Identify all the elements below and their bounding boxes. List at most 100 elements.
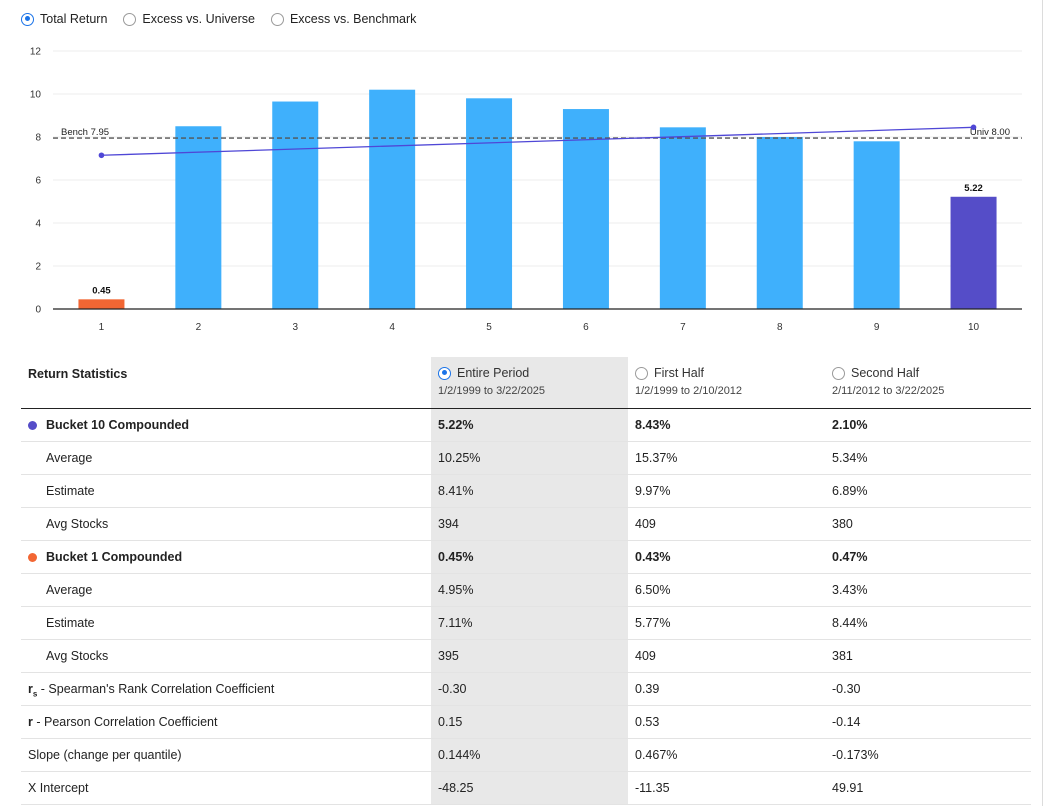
value-cell: -48.25 (431, 772, 628, 804)
row-label-cell: X Intercept (21, 772, 431, 804)
coefficient-symbol-text: r (28, 715, 33, 729)
y-tick-label: 8 (35, 133, 41, 144)
row-label: Slope (change per quantile) (28, 748, 182, 762)
value-cell: 0.53 (635, 715, 660, 729)
radio-icon[interactable] (270, 12, 284, 26)
bar-bucket-6[interactable] (562, 109, 609, 309)
y-tick-label: 6 (35, 176, 41, 187)
value-cell: 380 (832, 517, 853, 531)
value-cell: -11.35 (635, 781, 670, 795)
row-label-cell: rs - Spearman's Rank Correlation Coeffic… (21, 673, 431, 705)
row-label: X Intercept (28, 781, 89, 795)
x-tick-label: 3 (292, 322, 298, 333)
row-label-cell: Avg Stocks (21, 640, 431, 672)
y-tick-label: 10 (30, 90, 42, 101)
value-cell: 8.41% (431, 475, 628, 507)
stats-row: Slope (change per quantile) 0.144% 0.467% -… (21, 739, 1031, 772)
row-label: Bucket 10 Compounded (46, 418, 190, 432)
row-label-cell: Bucket 1 Compounded (21, 541, 431, 573)
x-tick-label: 10 (968, 322, 980, 333)
radio-icon[interactable] (832, 366, 845, 380)
bar-bucket-10[interactable] (950, 196, 997, 309)
return-statistics-table: Return Statistics Entire Period 1/2/1999 … (21, 357, 1031, 805)
trend-line (101, 126, 974, 156)
value-cell: 2.10% (832, 418, 868, 432)
universe-label: Univ 8.00 (970, 127, 1010, 138)
view-option-label: Excess vs. Universe (142, 12, 255, 26)
period-column-1[interactable]: Entire Period 1/2/1999 to 3/22/2025 (431, 357, 628, 408)
coefficient-symbol-text: r (28, 682, 33, 696)
period-option[interactable]: Entire Period (438, 366, 628, 380)
bar-bucket-8[interactable] (756, 137, 803, 309)
right-border (1042, 0, 1043, 806)
view-options: Total Return Excess vs. Universe Excess vs… (21, 10, 432, 28)
view-option-label: Total Return (40, 12, 108, 26)
row-label: Avg Stocks (46, 649, 109, 663)
radio-icon[interactable] (635, 366, 648, 380)
view-option-1[interactable]: Total Return (21, 12, 107, 26)
radio-icon[interactable] (123, 12, 137, 26)
value-cell: 15.37% (635, 451, 678, 465)
row-label-cell: Slope (change per quantile) (21, 739, 431, 771)
value-cell: 0.45% (431, 541, 628, 573)
value-cell: 5.77% (635, 616, 671, 630)
row-label-cell: Bucket 10 Compounded (21, 409, 431, 441)
period-range: 1/2/1999 to 2/10/2012 (635, 385, 743, 397)
x-tick-label: 4 (389, 322, 395, 333)
y-tick-label: 2 (35, 262, 41, 273)
stats-row: Bucket 10 Compounded 5.22% 8.43% 2.10% (21, 409, 1031, 442)
trend-point (98, 152, 105, 159)
period-range: 1/2/1999 to 3/22/2025 (438, 385, 546, 397)
bar-bucket-9[interactable] (853, 141, 900, 309)
row-label-cell: Estimate (21, 475, 431, 507)
value-cell: 0.144% (431, 739, 628, 771)
value-cell: 0.47% (832, 550, 868, 564)
y-tick-label: 12 (30, 47, 42, 58)
bar-bucket-5[interactable] (466, 98, 513, 309)
stats-row: Average 4.95% 6.50% 3.43% (21, 574, 1031, 607)
radio-icon[interactable] (438, 366, 451, 380)
row-label-cell: Average (21, 442, 431, 474)
period-option[interactable]: Second Half (832, 366, 1031, 380)
stats-row: r - Pearson Correlation Coefficient 0.15 0… (21, 706, 1031, 739)
period-option[interactable]: First Half (635, 366, 825, 380)
x-tick-label: 5 (486, 322, 492, 333)
bar-bucket-2[interactable] (175, 126, 222, 309)
value-cell: -0.14 (832, 715, 861, 729)
period-range: 2/11/2012 to 3/22/2025 (832, 385, 945, 397)
value-cell: -0.30 (431, 673, 628, 705)
stats-row: Bucket 1 Compounded 0.45% 0.43% 0.47% (21, 541, 1031, 574)
view-option-2[interactable]: Excess vs. Universe (123, 12, 255, 26)
period-label: Entire Period (457, 366, 530, 380)
period-column-3[interactable]: Second Half 2/11/2012 to 3/22/2025 (825, 357, 1031, 408)
row-label: Avg Stocks (46, 517, 109, 531)
series-dot-icon (28, 552, 37, 562)
series-dot-icon (28, 420, 37, 430)
x-tick-label: 2 (196, 322, 202, 333)
stats-row: Avg Stocks 395 409 381 (21, 640, 1031, 673)
row-label-cell: Avg Stocks (21, 508, 431, 540)
value-cell: 4.95% (431, 574, 628, 606)
bar-bucket-3[interactable] (272, 101, 319, 310)
value-cell: 381 (832, 649, 853, 663)
period-column-2[interactable]: First Half 1/2/1999 to 2/10/2012 (628, 357, 825, 408)
row-label: Average (46, 583, 93, 597)
value-cell: 0.467% (635, 748, 678, 762)
benchmark-label: Bench 7.95 (61, 127, 109, 138)
row-label: Estimate (46, 616, 95, 630)
bar-data-label: 0.45 (92, 285, 111, 296)
bar-bucket-7[interactable] (659, 127, 706, 309)
row-label-cell: Average (21, 574, 431, 606)
radio-icon[interactable] (21, 12, 34, 26)
row-label: Average (46, 451, 93, 465)
bar-bucket-1[interactable] (78, 299, 125, 309)
value-cell: -0.173% (832, 748, 879, 762)
bar-bucket-4[interactable] (369, 89, 416, 309)
view-option-3[interactable]: Excess vs. Benchmark (270, 12, 416, 26)
trend-point (970, 124, 977, 131)
stats-title: Return Statistics (28, 367, 128, 381)
stats-row: rs - Spearman's Rank Correlation Coeffic… (21, 673, 1031, 706)
stats-row: X Intercept -48.25 -11.35 49.91 (21, 772, 1031, 805)
